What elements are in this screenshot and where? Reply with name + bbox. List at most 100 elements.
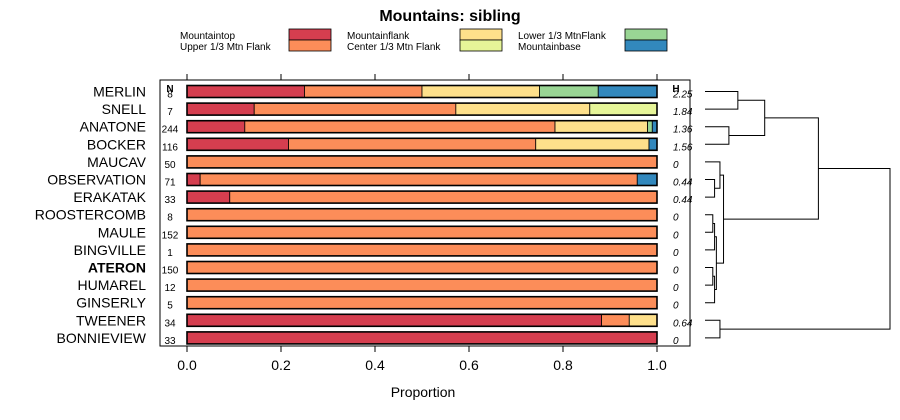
n-value-snell: 7 — [167, 107, 173, 118]
n-column-header: N — [166, 84, 173, 95]
segment-ginserly-upper-1-3-mtn-flank — [186, 296, 658, 310]
bar-outline-bingville — [186, 243, 658, 257]
bar-outline-tweener — [186, 313, 658, 328]
segment-merlin-lower-1-3-mtnflank — [539, 85, 599, 98]
bar-outline-merlin — [186, 84, 658, 99]
h-value-maule: 0 — [673, 230, 679, 241]
row-label-snell: SNELL — [102, 101, 147, 117]
n-value-bingville: 1 — [167, 248, 173, 259]
segment-snell-center-1-3-mtn-flank — [455, 102, 591, 116]
n-values: 8 7 244 116 50 71 33 8 152 1 150 12 5 34 33 — [162, 90, 179, 347]
legend-swatch-center-1-3-mtn-flank — [459, 39, 503, 52]
n-value-roostercomb: 8 — [167, 213, 173, 224]
n-value-tweener: 34 — [164, 318, 176, 329]
bar-ateron — [186, 260, 658, 275]
bar-merlin — [186, 84, 658, 99]
segment-erakatak-mountaintop — [186, 190, 231, 204]
n-value-erakatak: 33 — [164, 195, 176, 206]
row-label-ginserly: GINSERLY — [76, 295, 146, 311]
h-column-header: H — [672, 84, 679, 95]
bar-snell — [186, 102, 658, 116]
h-value-ginserly: 0 — [673, 301, 679, 312]
segment-tweener-center-1-3-mtn-flank — [628, 313, 658, 327]
bar-outline-anatone — [186, 119, 658, 134]
segment-tweener-upper-1-3-mtn-flank — [601, 313, 630, 327]
segment-anatone-upper-1-3-mtn-flank — [244, 120, 556, 134]
x-tick-label-1: 0.2 — [271, 357, 291, 373]
x-tick-label-5: 1.0 — [647, 357, 667, 373]
dendrogram-merge-13 — [719, 168, 891, 330]
segment-anatone-mountaintop — [186, 120, 246, 134]
bar-ginserly — [186, 295, 658, 310]
dendrogram-merge-1 — [705, 126, 730, 145]
row-label-observation: OBSERVATION — [47, 172, 146, 188]
segment-maucav-upper-1-3-mtn-flank — [186, 155, 658, 169]
dendrogram — [705, 91, 891, 339]
segment-observation-upper-1-3-mtn-flank — [199, 173, 638, 186]
bar-erakatak — [186, 190, 658, 204]
n-value-maule: 152 — [162, 230, 179, 241]
segment-merlin-mountaintop — [186, 85, 305, 98]
segment-snell-upper-1-3-mtn-flank — [253, 102, 457, 116]
n-value-observation: 71 — [164, 178, 176, 189]
x-axis: 0.0 0.2 0.4 0.6 0.8 1.0 — [177, 74, 667, 373]
bar-bingville — [186, 243, 658, 257]
n-value-maucav: 50 — [164, 160, 176, 171]
n-value-anatone: 244 — [162, 125, 179, 136]
legend-label-upper-1-3-mtn-flank: Upper 1/3 Mtn Flank — [180, 42, 272, 53]
bar-humarel — [186, 278, 658, 292]
n-value-ginserly: 5 — [167, 301, 173, 312]
segment-bocker-upper-1-3-mtn-flank — [288, 137, 537, 151]
bar-tweener — [186, 313, 658, 328]
n-value-merlin: 8 — [167, 90, 173, 101]
dendrogram-merge-3 — [705, 179, 716, 198]
h-value-tweener: 0.64 — [673, 318, 693, 329]
legend-swatch-lower-1-3-mtnflank — [624, 28, 668, 41]
h-value-roostercomb: 0 — [673, 213, 679, 224]
legend-label-center-1-3-mtn-flank: Center 1/3 Mtn Flank — [347, 42, 441, 53]
segment-anatone-lower-1-3-mtnflank — [647, 120, 653, 134]
bar-outline-roostercomb — [186, 207, 658, 222]
n-value-bocker: 116 — [162, 142, 178, 153]
bar-anatone — [186, 119, 658, 134]
segment-bocker-mountainbase — [648, 137, 658, 151]
bar-outline-maucav — [186, 155, 658, 169]
dendrogram-merge-7 — [705, 267, 714, 286]
legend-label-mountainbase: Mountainbase — [518, 42, 581, 53]
bar-bocker — [186, 137, 658, 152]
bar-observation — [186, 172, 658, 187]
bar-outline-observation — [186, 172, 658, 187]
x-tick-label-2: 0.4 — [365, 357, 385, 373]
segment-observation-mountaintop — [186, 173, 201, 186]
bar-outline-ginserly — [186, 295, 658, 310]
segment-humarel-upper-1-3-mtn-flank — [186, 278, 658, 292]
row-label-humarel: HUMAREL — [78, 277, 147, 293]
segment-bocker-center-1-3-mtn-flank — [535, 137, 650, 151]
h-value-erakatak: 0.44 — [673, 195, 693, 206]
dendrogram-merge-4 — [705, 161, 721, 189]
bar-maule — [186, 225, 658, 240]
dendrogram-merge-11 — [723, 117, 819, 220]
segment-anatone-center-1-3-mtn-flank — [554, 120, 649, 134]
legend-swatch-mountaintop — [288, 28, 332, 41]
plot-frame — [159, 79, 691, 347]
legend-swatch-mountainbase — [624, 39, 668, 52]
legend-label-lower-1-3-mtnflank: Lower 1/3 MtnFlank — [518, 31, 607, 42]
chart-title: Mountains: sibling — [379, 8, 520, 25]
h-value-anatone: 1.36 — [673, 125, 693, 136]
h-value-maucav: 0 — [673, 160, 679, 171]
segment-bingville-upper-1-3-mtn-flank — [186, 243, 658, 257]
row-label-tweener: TWEENER — [76, 312, 146, 328]
segment-observation-mountainbase — [636, 173, 658, 186]
segment-erakatak-upper-1-3-mtn-flank — [229, 190, 658, 204]
bar-outline-erakatak — [186, 190, 658, 204]
legend-label-mountaintop: Mountaintop — [180, 31, 235, 42]
segment-merlin-upper-1-3-mtn-flank — [304, 85, 423, 98]
segment-bonnieview-mountaintop — [186, 331, 658, 345]
legend-swatch-mountainflank — [459, 28, 503, 41]
segment-bocker-mountaintop — [186, 137, 289, 151]
row-label-bonnieview: BONNIEVIEW — [57, 330, 147, 346]
bar-bonnieview — [186, 331, 658, 345]
